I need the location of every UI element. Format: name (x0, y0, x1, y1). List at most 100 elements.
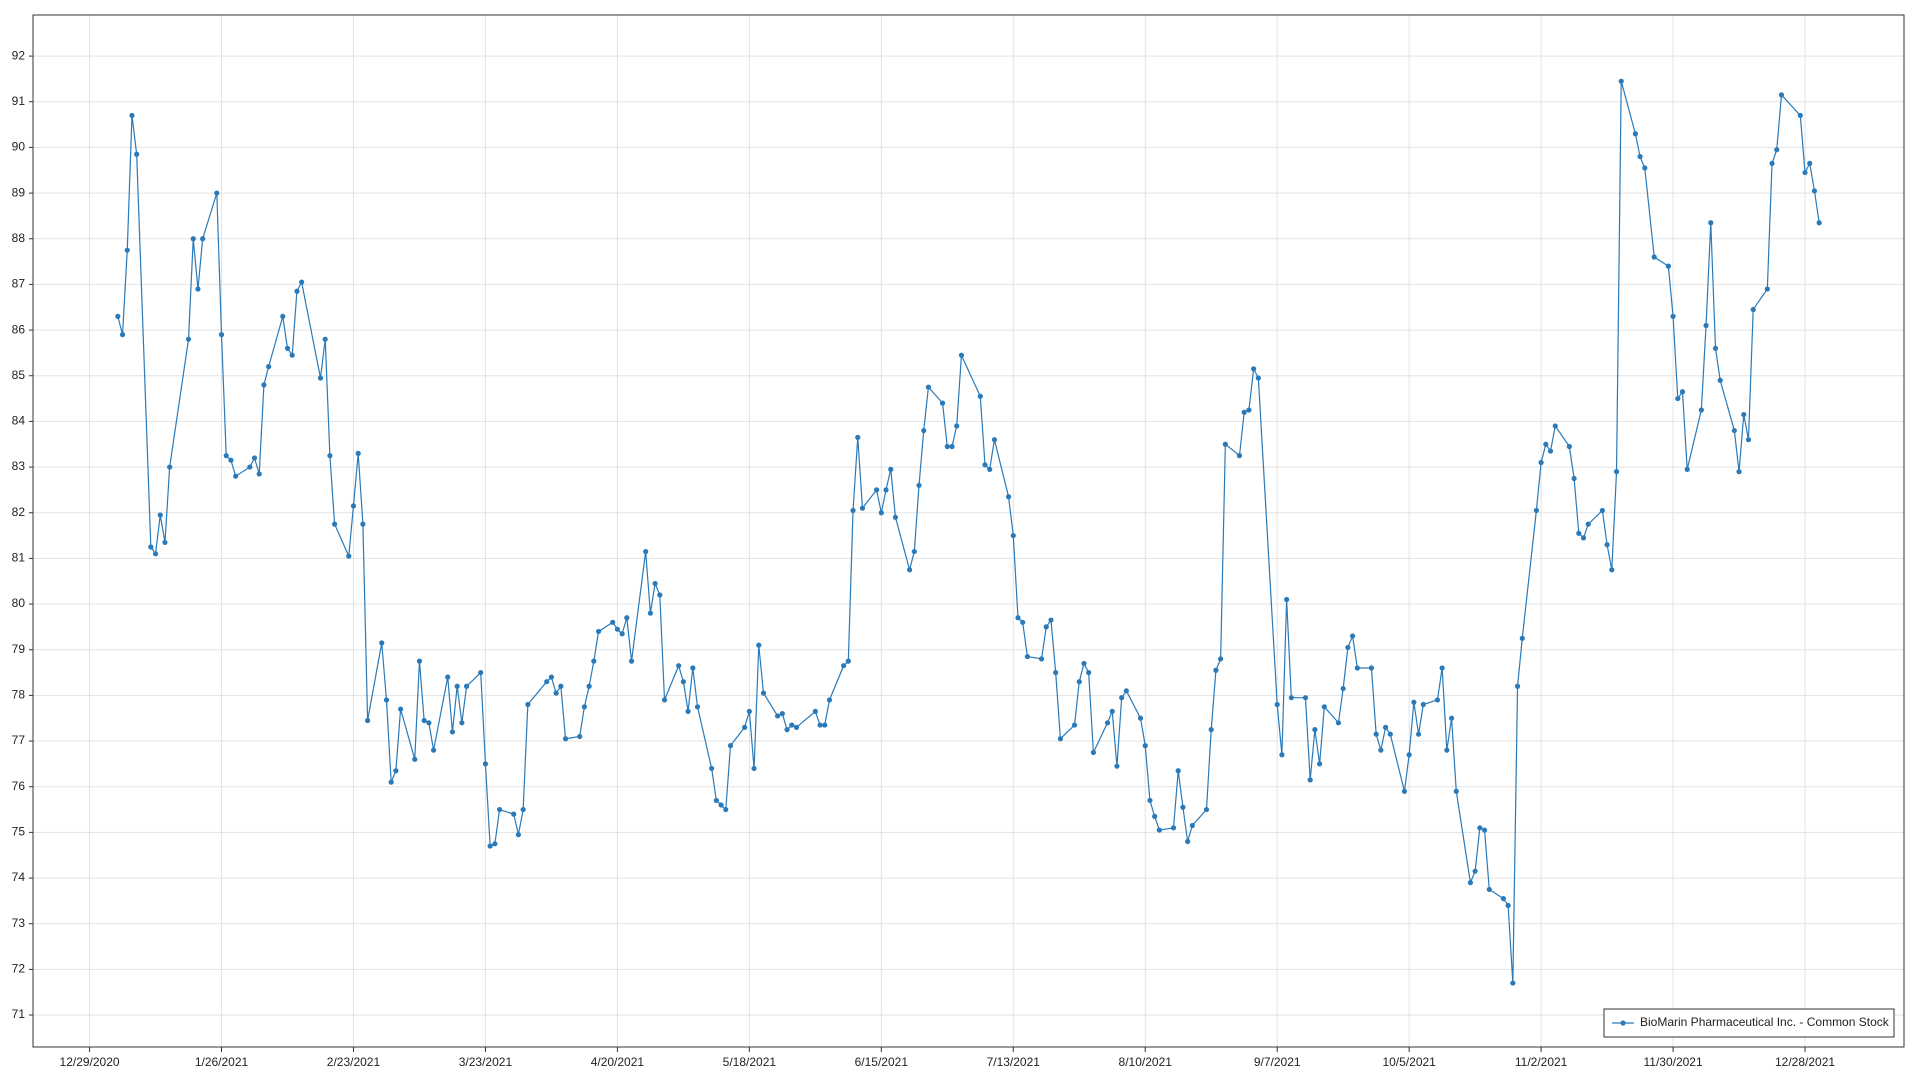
data-point (610, 619, 616, 625)
data-point (1717, 377, 1723, 383)
data-point (195, 286, 201, 292)
data-point (1147, 797, 1153, 804)
data-point (1642, 165, 1648, 171)
x-tick-label: 4/20/2021 (591, 1055, 645, 1069)
data-point (492, 841, 498, 847)
data-point (1071, 722, 1078, 728)
data-point (1486, 886, 1492, 893)
data-point (261, 382, 267, 388)
data-point (393, 768, 399, 774)
data-point (845, 658, 851, 664)
legend-label: BioMarin Pharmaceutical Inc. - Common St… (1640, 1015, 1890, 1029)
y-tick-label: 75 (12, 825, 26, 839)
y-tick-label: 83 (12, 459, 26, 473)
data-point (1378, 747, 1384, 753)
data-point (1015, 615, 1021, 621)
data-point (812, 708, 818, 714)
data-point (1453, 788, 1459, 794)
y-tick-label: 92 (12, 48, 26, 62)
data-point (1609, 567, 1615, 573)
data-point (1585, 521, 1591, 527)
y-tick-label: 89 (12, 185, 26, 199)
data-point (1406, 752, 1412, 758)
data-point (1764, 286, 1770, 292)
data-point (1637, 153, 1643, 160)
data-point (944, 443, 950, 450)
y-tick-label: 72 (12, 962, 26, 976)
data-point (949, 443, 955, 450)
data-point (1076, 679, 1082, 685)
y-tick-label: 82 (12, 505, 26, 519)
data-point (553, 690, 559, 696)
data-point (247, 464, 253, 470)
data-point (1679, 389, 1686, 395)
data-point (581, 704, 588, 710)
data-point (1307, 777, 1313, 783)
data-point (1519, 635, 1525, 641)
data-point (1411, 699, 1417, 705)
data-point (478, 669, 484, 676)
data-point (233, 473, 239, 479)
data-point (365, 717, 371, 724)
data-point (1255, 375, 1261, 381)
data-point (445, 674, 451, 680)
x-tick-label: 8/10/2021 (1119, 1055, 1173, 1069)
data-point (1340, 685, 1346, 692)
data-point (346, 553, 352, 559)
legend-box (1603, 1008, 1895, 1038)
data-point (430, 747, 437, 753)
data-point (1510, 980, 1516, 986)
data-point (751, 765, 757, 772)
data-point (1651, 254, 1657, 260)
data-point (652, 580, 658, 587)
data-point (515, 832, 522, 838)
data-point (223, 453, 229, 459)
data-point (1189, 822, 1195, 829)
data-point (388, 779, 394, 785)
data-point (1137, 715, 1144, 721)
data-point (826, 697, 833, 703)
data-point (855, 434, 861, 440)
y-tick-label: 88 (12, 231, 26, 245)
data-point (1708, 220, 1714, 226)
data-point (1500, 895, 1507, 902)
data-point (1741, 411, 1747, 418)
data-point (1514, 683, 1521, 689)
data-point (1368, 665, 1375, 671)
y-tick-label: 74 (12, 870, 26, 884)
data-point (379, 640, 385, 646)
data-point (685, 708, 691, 714)
data-point (850, 507, 856, 514)
data-point (1698, 407, 1704, 413)
data-point (1750, 306, 1756, 313)
data-point (1119, 695, 1125, 701)
data-point (713, 797, 719, 804)
data-point (883, 487, 889, 493)
data-point (1632, 131, 1638, 137)
y-tick-label: 84 (12, 414, 26, 428)
data-point (859, 505, 866, 511)
data-point (1769, 160, 1775, 167)
data-point (1816, 220, 1822, 226)
data-point (690, 665, 696, 671)
data-point (1434, 697, 1441, 703)
data-point (1048, 617, 1054, 623)
y-tick-label: 86 (12, 322, 26, 336)
data-point (878, 510, 884, 516)
data-point (1279, 752, 1285, 758)
data-point (760, 690, 767, 696)
data-point (1797, 112, 1803, 119)
data-point (817, 722, 823, 728)
data-point (628, 658, 635, 664)
data-point (1236, 453, 1243, 459)
data-point (1175, 768, 1181, 774)
data-point (454, 683, 460, 689)
x-tick-label: 12/28/2021 (1775, 1055, 1835, 1069)
x-tick-label: 5/18/2021 (723, 1055, 777, 1069)
data-point (1114, 763, 1120, 769)
data-point (322, 336, 328, 342)
y-tick-label: 79 (12, 642, 26, 656)
data-point (873, 487, 880, 493)
data-point (1448, 715, 1455, 721)
data-point (1005, 494, 1012, 500)
